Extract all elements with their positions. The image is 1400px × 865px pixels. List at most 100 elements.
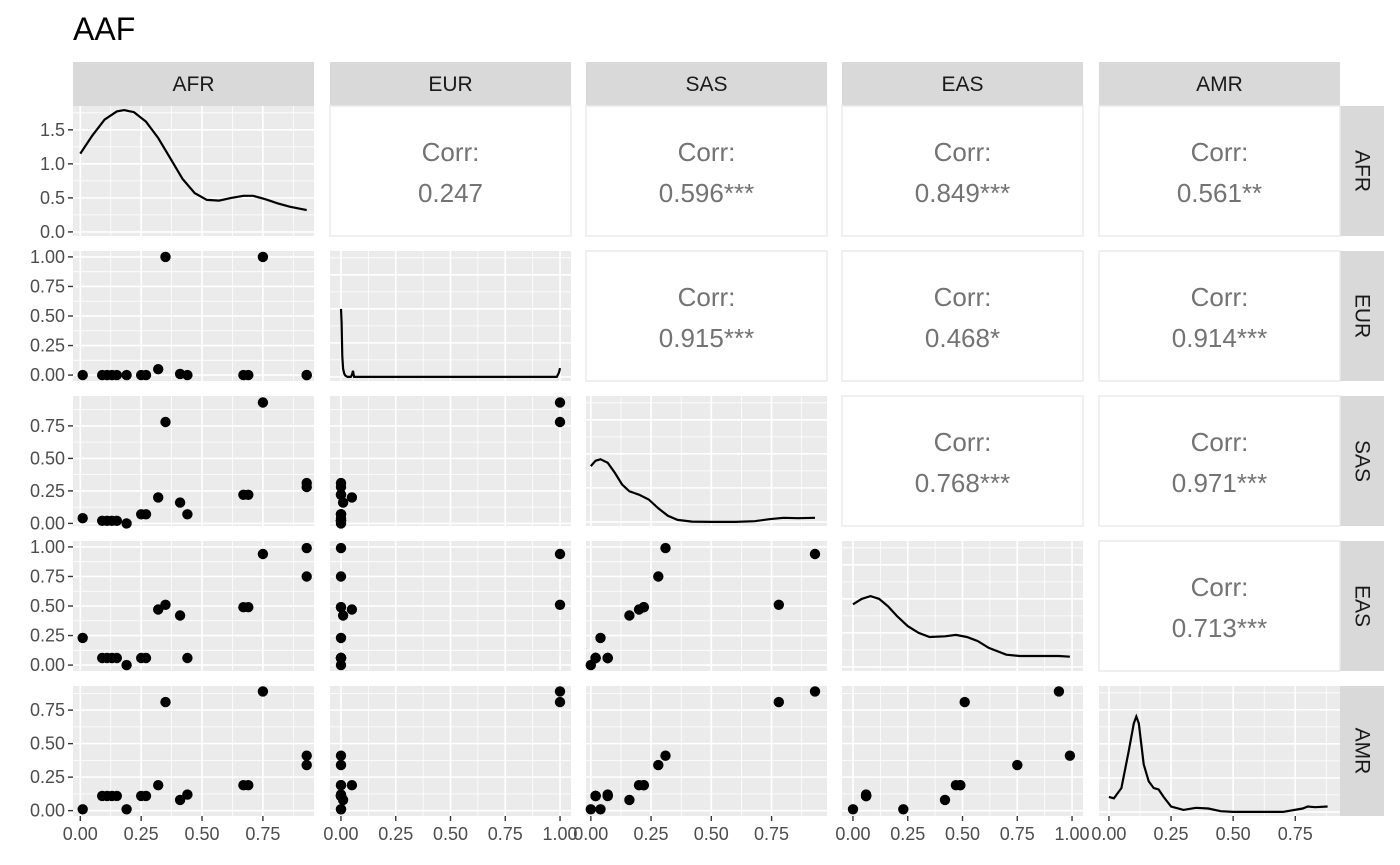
data-point — [182, 509, 193, 520]
corr-value: 0.713*** — [1172, 613, 1267, 643]
x-tick-label: 0.75 — [1000, 824, 1035, 844]
data-point — [153, 492, 164, 503]
data-point — [773, 696, 784, 708]
y-tick-label: 1.00 — [30, 247, 65, 267]
data-point — [160, 416, 171, 428]
data-point — [554, 599, 566, 610]
panel-eur-sas: Corr: 0.915*** — [585, 250, 828, 382]
data-point — [301, 369, 312, 381]
data-point — [1064, 750, 1076, 761]
panel-sas-afr — [73, 396, 314, 529]
data-point — [243, 780, 254, 791]
data-point — [182, 789, 193, 800]
y-tick-label: 1.5 — [40, 120, 65, 140]
panel-amr-amr — [1099, 686, 1340, 816]
data-point — [860, 789, 872, 800]
x-tick-label: 0.75 — [1278, 824, 1313, 844]
panel-eas-amr: Corr: 0.713*** — [1098, 540, 1341, 672]
data-point — [257, 251, 269, 263]
data-point — [346, 780, 358, 791]
corr-label: Corr: — [678, 137, 736, 167]
data-point — [77, 632, 88, 644]
y-tick-label: 0.00 — [30, 801, 65, 821]
data-point — [335, 632, 347, 644]
data-point — [182, 369, 193, 381]
data-point — [140, 790, 152, 802]
x-tick-label: 0.00 — [323, 824, 358, 844]
data-point — [590, 790, 601, 802]
panel-eas-afr — [73, 541, 314, 671]
x-tick-label: 0.25 — [634, 824, 669, 844]
panel-sas-eas: Corr: 0.768*** — [841, 395, 1084, 527]
data-point — [337, 610, 349, 621]
data-point — [1012, 759, 1023, 771]
data-point — [121, 518, 132, 529]
x-tick-label: 0.00 — [1091, 824, 1126, 844]
corr-value: 0.914*** — [1172, 323, 1267, 353]
panel-eur-eur — [330, 251, 571, 381]
density-curve-sas — [589, 458, 816, 523]
data-point — [121, 369, 132, 381]
x-axis-sas: 0.00 0.25 0.50 0.75 — [573, 816, 789, 844]
panel-eas-eur — [330, 541, 571, 671]
panel-eur-afr — [73, 251, 314, 381]
data-point — [554, 416, 566, 428]
x-tick-label: 0.25 — [378, 824, 413, 844]
x-tick-label: 0.25 — [124, 824, 159, 844]
panel-amr-afr — [73, 686, 314, 816]
data-point — [140, 369, 152, 381]
y-tick-label: 0.00 — [30, 513, 65, 533]
panel-afr-eur: Corr: 0.247 — [329, 105, 572, 237]
data-point — [301, 759, 312, 771]
data-point — [638, 602, 649, 613]
data-point — [335, 652, 347, 664]
y-axis-amr: 0.00 0.25 0.50 0.75 — [30, 700, 73, 821]
x-tick-label: 0.50 — [694, 824, 729, 844]
data-point — [111, 790, 123, 802]
data-point — [898, 804, 909, 815]
y-tick-label: 0.50 — [30, 306, 65, 326]
data-point — [335, 542, 347, 554]
x-tick-label: 0.50 — [1216, 824, 1251, 844]
data-point — [77, 804, 88, 815]
data-point — [660, 542, 671, 554]
y-tick-label: 0.5 — [40, 188, 65, 208]
panel-eur-eas: Corr: 0.468* — [841, 250, 1084, 382]
data-point — [121, 659, 132, 671]
y-tick-label: 0.50 — [30, 448, 65, 468]
column-strip-afr: AFR — [73, 62, 314, 106]
data-point — [335, 759, 347, 771]
data-point — [554, 686, 566, 697]
panel-amr-eur — [330, 686, 571, 816]
data-point — [595, 632, 606, 644]
data-point — [153, 780, 164, 791]
y-tick-label: 1.0 — [40, 154, 65, 174]
x-tick-label: 0.25 — [890, 824, 925, 844]
data-point — [337, 497, 349, 508]
data-point — [257, 548, 269, 560]
data-point — [174, 794, 186, 806]
column-strip-label: EAS — [941, 73, 983, 96]
x-tick-label: 0.50 — [945, 824, 980, 844]
data-point — [809, 548, 821, 560]
corr-value: 0.247 — [418, 178, 483, 208]
x-tick-label: 0.75 — [754, 824, 789, 844]
row-strip-label: AMR — [1351, 728, 1374, 775]
corr-label: Corr: — [422, 137, 480, 167]
data-point — [301, 542, 312, 554]
corr-label: Corr: — [934, 137, 992, 167]
x-axis-afr: 0.00 0.25 0.50 0.75 — [63, 816, 280, 844]
y-tick-label: 0.25 — [30, 336, 65, 356]
column-strip-label: AFR — [173, 73, 215, 96]
row-strip-amr: AMR — [1340, 686, 1384, 816]
y-axis-eas: 0.00 0.25 0.50 0.75 1.00 — [30, 537, 73, 675]
x-tick-label: 0.75 — [488, 824, 523, 844]
panel-eas-eas — [842, 541, 1083, 671]
data-point — [624, 794, 635, 806]
corr-label: Corr: — [934, 282, 992, 312]
data-point — [653, 759, 664, 771]
data-point — [257, 686, 269, 697]
data-point — [346, 492, 358, 503]
data-point — [174, 497, 186, 508]
y-axis-afr: 0.0 0.5 1.0 1.5 — [40, 120, 73, 242]
